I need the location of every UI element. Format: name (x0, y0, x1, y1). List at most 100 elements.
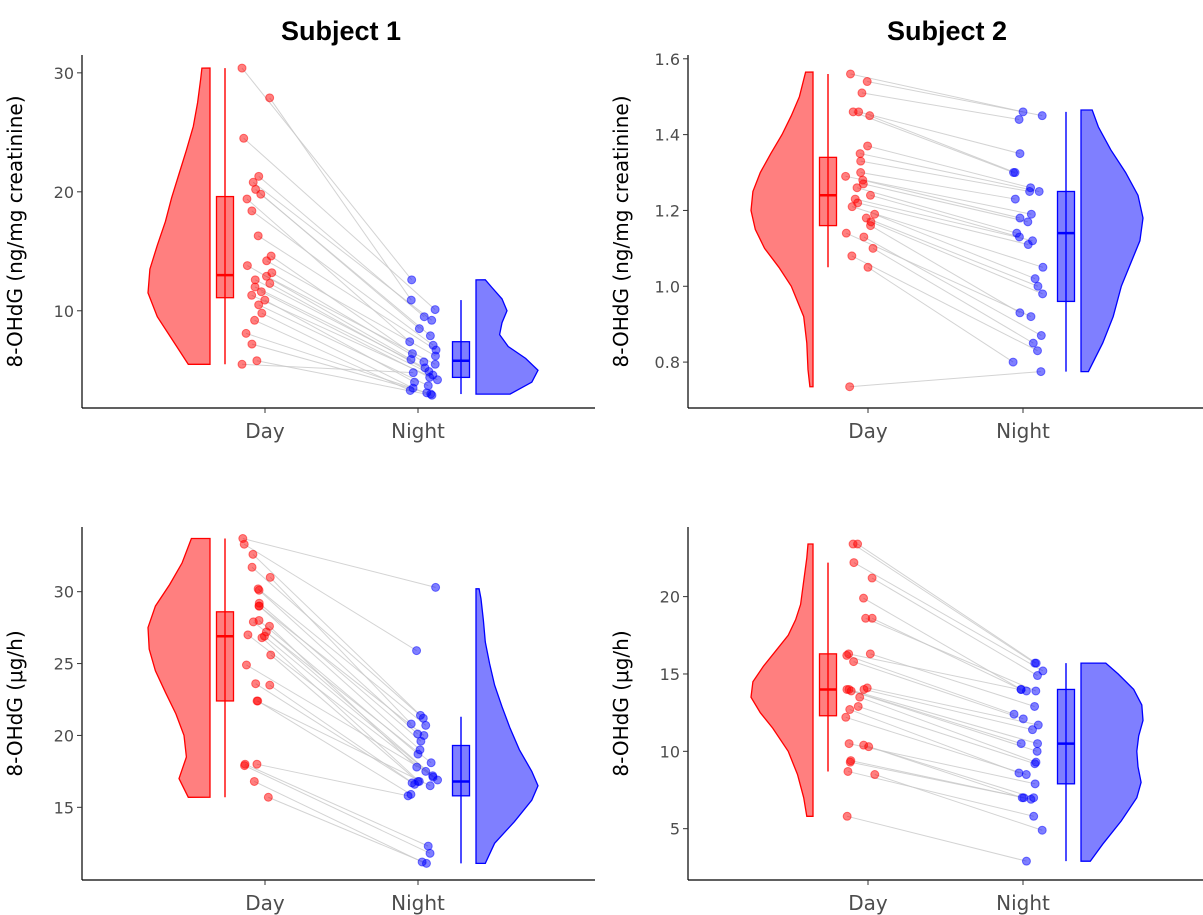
pair-line (848, 653, 1027, 692)
point-night (1014, 768, 1024, 778)
point-night (405, 385, 415, 395)
point-day (855, 149, 865, 159)
pair-line (857, 543, 1037, 664)
pair-line (246, 664, 427, 772)
point-night (1014, 114, 1024, 124)
pair-line (269, 576, 412, 725)
point-day (867, 573, 877, 583)
point-night (425, 331, 435, 341)
y-tick-label: 5 (670, 820, 680, 839)
point-night (403, 791, 413, 801)
point-night (421, 766, 431, 776)
pair-line (270, 654, 419, 782)
boxplot-day-box (215, 195, 235, 299)
pair-line (852, 543, 1036, 664)
pair-line (266, 631, 434, 777)
point-night (1021, 770, 1031, 780)
point-day (865, 649, 875, 659)
pair-line (853, 661, 1024, 720)
pair-line (244, 765, 431, 854)
point-day (265, 680, 275, 690)
pair-line (867, 145, 1031, 189)
pair-line (874, 213, 1036, 280)
point-night (410, 779, 420, 789)
point-day (239, 539, 249, 549)
pair-line (858, 705, 1036, 765)
point-night (1033, 739, 1043, 749)
point-day (263, 792, 273, 802)
pair-line (847, 770, 1034, 817)
point-night (1016, 739, 1026, 749)
pair-line (256, 700, 431, 787)
point-night (427, 390, 437, 400)
panel-subject1-creatinine: 10 20 30 8-OHdG (ng/mg creatinine) Day Night (3, 55, 595, 443)
point-day (863, 262, 873, 272)
pair-line (851, 206, 1044, 268)
point-night (406, 719, 416, 729)
pair-line (867, 81, 1043, 117)
point-night (425, 372, 435, 382)
pair-line (254, 286, 434, 376)
pair-line (269, 282, 430, 372)
point-night (1023, 240, 1033, 250)
y-tick-label: 30 (54, 583, 74, 602)
title-subject-1: Subject 1 (281, 16, 401, 46)
pair-line (860, 160, 1030, 192)
panel-subject1-rate: 15 20 25 30 8-OHdG (μg/h) Day Night (3, 527, 595, 915)
pair-line (254, 780, 423, 863)
boxplot-day-box (818, 156, 838, 227)
pair-line (268, 796, 427, 864)
pair-line (261, 637, 420, 782)
pair-line (852, 111, 1014, 173)
point-day (250, 315, 260, 325)
pair-line (874, 774, 1043, 831)
point-night (1021, 686, 1031, 696)
point-night (1027, 725, 1037, 735)
point-night (408, 368, 418, 378)
pair-line (845, 175, 1032, 215)
point-day (848, 107, 858, 117)
y-tick-label: 10 (54, 302, 74, 321)
point-night (419, 312, 429, 322)
point-night (413, 749, 423, 759)
point-night (432, 375, 442, 385)
point-night (426, 758, 436, 768)
point-night (414, 324, 424, 334)
boxplot-night-box (451, 744, 471, 797)
boxplot-night-box (1056, 190, 1076, 303)
pair-line (258, 605, 425, 736)
point-day (841, 171, 851, 181)
y-tick-label: 20 (660, 588, 680, 607)
y-tick-label: 15 (54, 798, 74, 817)
pair-line (256, 763, 409, 797)
point-day (240, 761, 250, 771)
y-tick-label: 0.8 (655, 353, 680, 372)
pair-line (243, 137, 436, 310)
pair-line (246, 198, 411, 343)
violin-night (475, 279, 539, 395)
pair-line (242, 538, 436, 588)
pair-line (270, 255, 413, 355)
y-tick-label: 1.6 (655, 50, 680, 69)
pair-line (870, 194, 1020, 238)
pair-line (857, 202, 1029, 246)
point-day (252, 759, 262, 769)
point-day (865, 190, 875, 200)
violin-night (475, 588, 539, 865)
point-day (866, 221, 876, 231)
point-day (247, 206, 257, 216)
point-day (265, 572, 275, 582)
point-day (242, 261, 252, 271)
point-night (1010, 194, 1020, 204)
point-day (266, 650, 276, 660)
point-night (1010, 168, 1020, 178)
point-day (253, 231, 263, 241)
pair-line (260, 193, 431, 337)
point-day (870, 209, 880, 219)
pair-line (266, 275, 436, 365)
y-tick-label: 20 (54, 726, 74, 745)
point-day (853, 701, 863, 711)
point-night (1032, 746, 1042, 756)
point-day (250, 282, 260, 292)
